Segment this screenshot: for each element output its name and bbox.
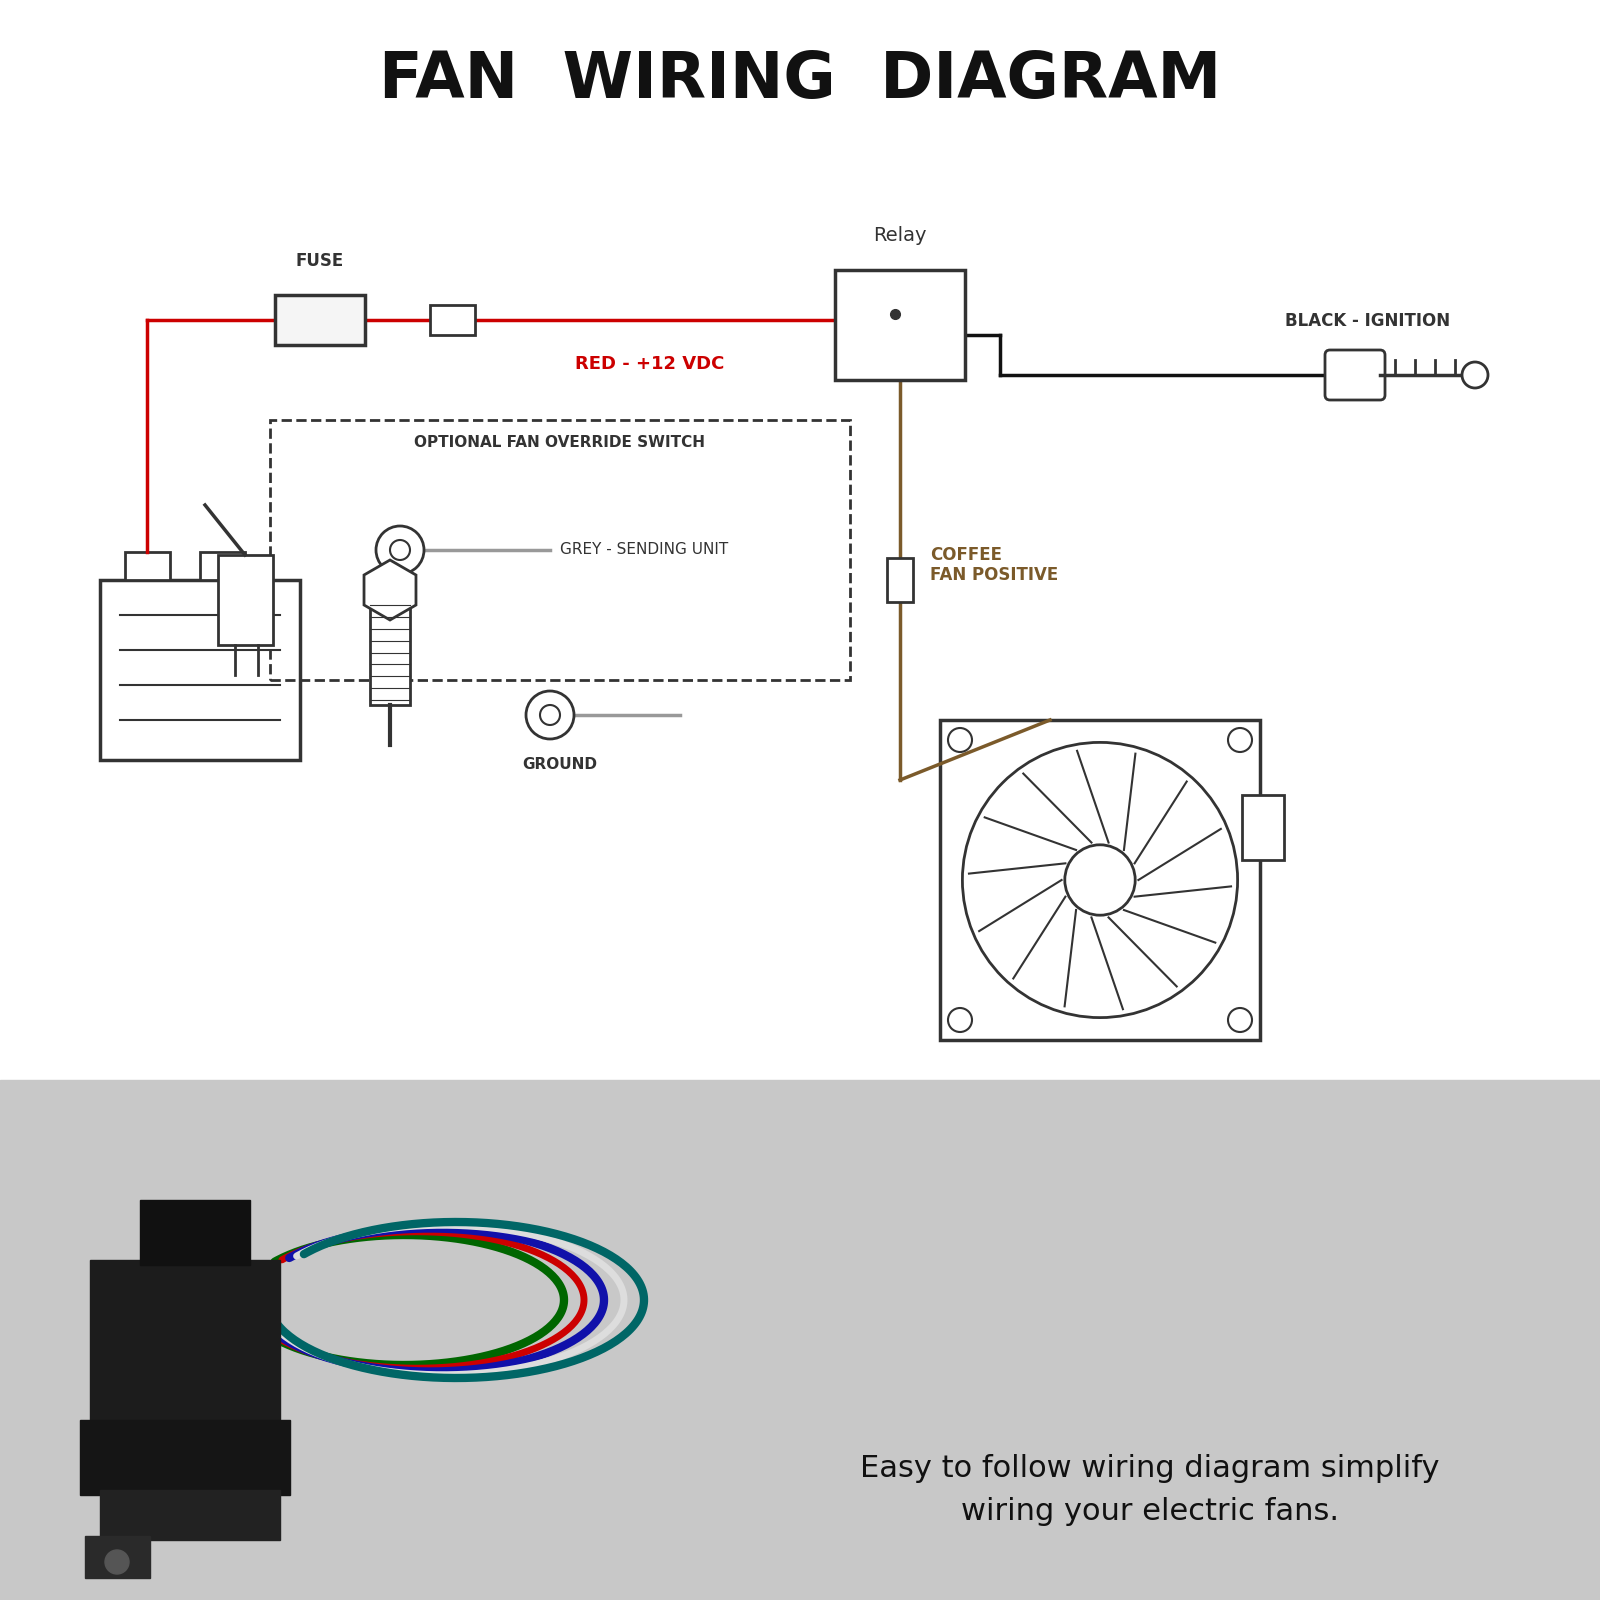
Circle shape <box>541 706 560 725</box>
Bar <box>99 1490 280 1539</box>
Bar <box>99 579 301 760</box>
Bar <box>835 270 965 379</box>
Text: GROUND: GROUND <box>523 757 597 773</box>
Circle shape <box>1462 362 1488 387</box>
Bar <box>430 306 475 334</box>
Bar <box>275 294 365 346</box>
Text: OPTIONAL FAN OVERRIDE SWITCH: OPTIONAL FAN OVERRIDE SWITCH <box>414 435 706 450</box>
Bar <box>886 558 914 602</box>
FancyBboxPatch shape <box>1325 350 1386 400</box>
Bar <box>80 1421 290 1494</box>
Text: Relay: Relay <box>874 226 926 245</box>
Text: COFFEE
FAN POSITIVE: COFFEE FAN POSITIVE <box>930 546 1058 584</box>
Bar <box>0 0 1600 1080</box>
Bar <box>218 555 274 645</box>
Text: FAN  WIRING  DIAGRAM: FAN WIRING DIAGRAM <box>379 50 1221 110</box>
Circle shape <box>963 742 1238 1018</box>
Bar <box>0 1080 1600 1600</box>
Bar <box>1242 795 1283 861</box>
Circle shape <box>390 541 410 560</box>
Bar <box>941 720 1261 1040</box>
Circle shape <box>526 691 574 739</box>
Circle shape <box>1229 728 1251 752</box>
Text: RED - +12 VDC: RED - +12 VDC <box>576 355 725 373</box>
Circle shape <box>947 728 973 752</box>
Bar <box>200 552 245 581</box>
Circle shape <box>106 1550 130 1574</box>
Bar <box>370 590 410 706</box>
Bar <box>90 1261 280 1430</box>
Bar <box>125 552 170 581</box>
Text: Easy to follow wiring diagram simplify
wiring your electric fans.: Easy to follow wiring diagram simplify w… <box>861 1454 1440 1526</box>
Text: FUSE: FUSE <box>296 251 344 270</box>
Circle shape <box>1066 845 1136 915</box>
Circle shape <box>376 526 424 574</box>
Circle shape <box>1229 1008 1251 1032</box>
Text: GREY - SENDING UNIT: GREY - SENDING UNIT <box>560 542 728 557</box>
Text: BLACK - IGNITION: BLACK - IGNITION <box>1285 312 1450 330</box>
Bar <box>141 1200 250 1266</box>
Bar <box>85 1536 150 1578</box>
Bar <box>270 421 850 680</box>
Circle shape <box>947 1008 973 1032</box>
